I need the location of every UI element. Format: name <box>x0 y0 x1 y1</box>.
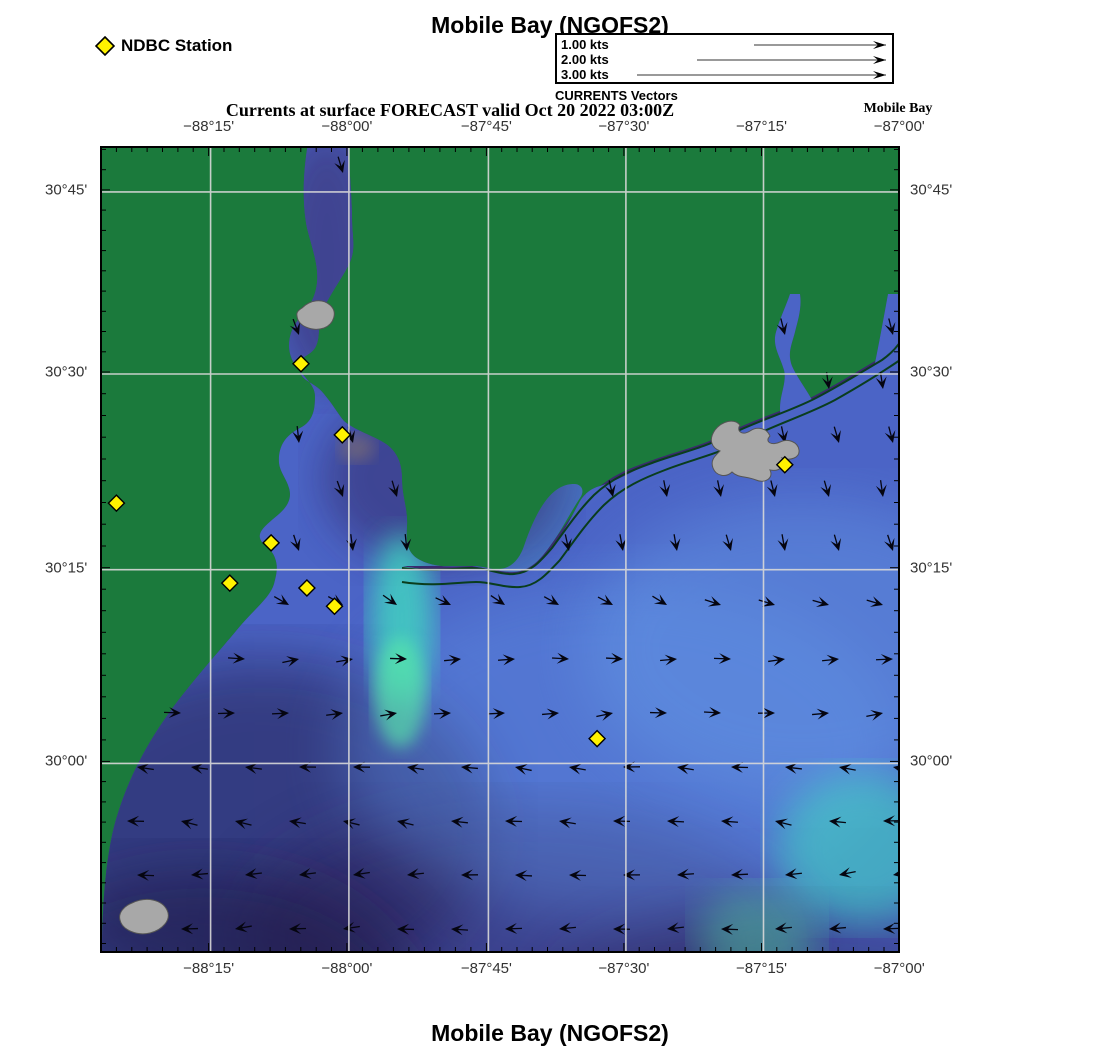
svg-text:1.00 kts: 1.00 kts <box>561 37 609 52</box>
svg-text:3.00 kts: 3.00 kts <box>561 67 609 82</box>
svg-text:2.00 kts: 2.00 kts <box>561 52 609 67</box>
